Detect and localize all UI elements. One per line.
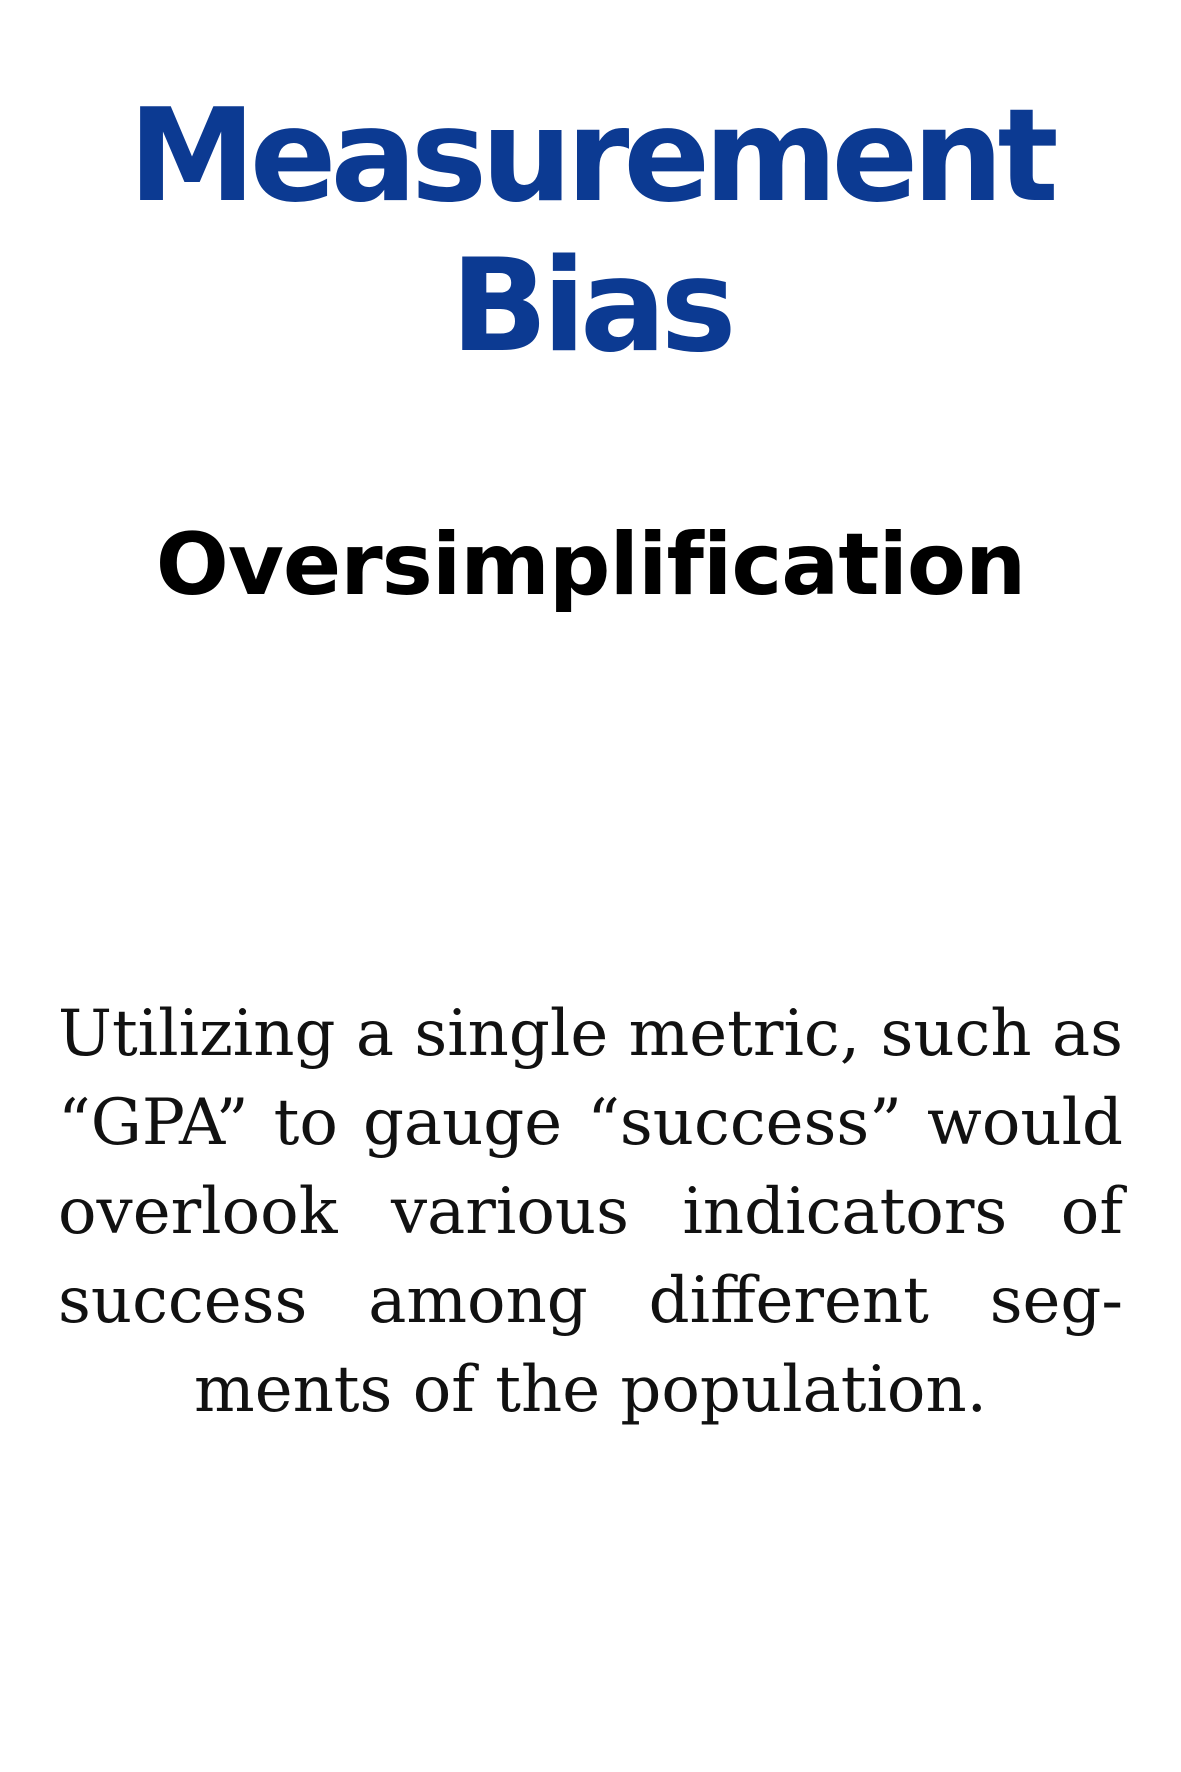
card-title-line: Measurement xyxy=(128,82,1058,231)
card-description: Utilizing a single metric, such as “GPA”… xyxy=(58,990,1123,1435)
description-line: success among different seg- xyxy=(58,1264,1123,1338)
card-title-line: Bias xyxy=(450,232,737,381)
description-line: overlook various indicators of xyxy=(58,1175,1123,1249)
description-line: Utilizing a single metric, such as xyxy=(58,997,1123,1071)
description-line: ments of the population. xyxy=(194,1353,987,1427)
description-line: “GPA” to gauge “success” would xyxy=(58,1086,1123,1160)
card-title: Measurement Bias xyxy=(60,82,1121,382)
card-subtitle: Oversimplification xyxy=(155,515,1027,615)
